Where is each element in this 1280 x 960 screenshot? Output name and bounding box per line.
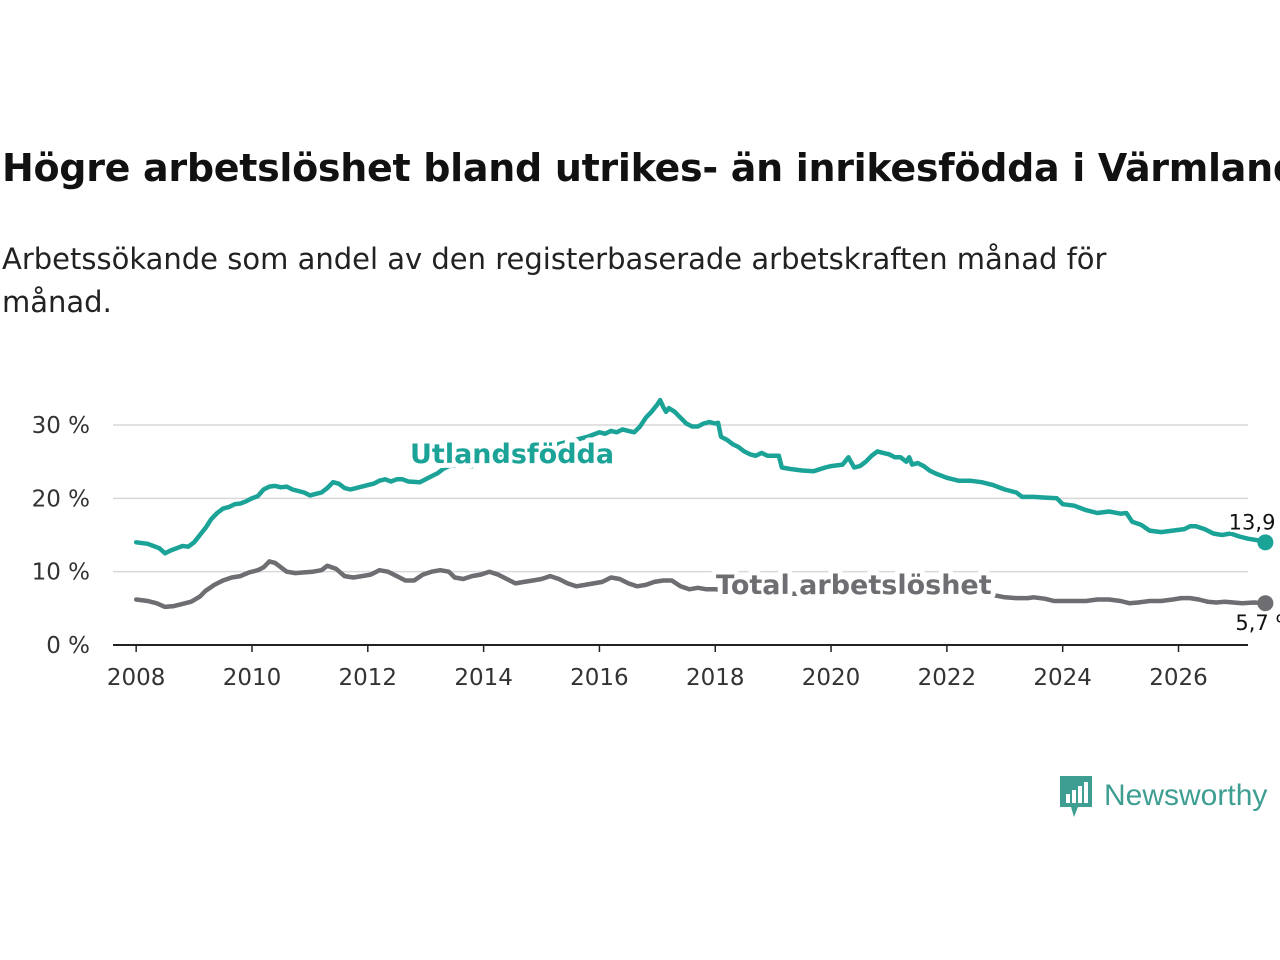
y-tick-label: 0 % (46, 633, 90, 659)
x-tick-label: 2026 (1149, 665, 1208, 691)
chart-subtitle: Arbetssökande som andel av den registerb… (2, 242, 1107, 319)
x-axis: 2008 2010 2012 2014 2016 2018 2020 2022 2024 2026 (107, 644, 1248, 691)
total-arbetsloshet-line (133, 559, 1268, 610)
utlandsfodda-end-point (1257, 534, 1274, 551)
brand-name: Newsworthy (1104, 779, 1268, 812)
series-lines (133, 397, 1274, 612)
newsworthy-logo: Newsworthy (1058, 772, 1267, 820)
x-tick-label: 2016 (570, 665, 629, 691)
series-labels: Utlandsfödda Total arbetslöshet 13,9 % 5,7 … (405, 434, 1280, 638)
utlandsfodda-line (133, 397, 1268, 556)
total-arbetsloshet-end-label: 5,7 % (1235, 611, 1280, 635)
utlandsfodda-end-label: 13,9 % (1229, 510, 1280, 534)
chart-title: Högre arbetslöshet bland utrikes- än inr… (2, 146, 1280, 190)
x-tick-label: 2012 (339, 665, 398, 691)
y-axis-labels: 0 % 10 % 20 % 30 % (32, 413, 90, 659)
x-tick-label: 2018 (686, 665, 745, 691)
x-tick-label: 2010 (223, 665, 282, 691)
line-chart: 0 % 10 % 20 % 30 % 2008 2010 2012 2014 2016 2018… (32, 397, 1280, 691)
x-tick-label: 2008 (107, 665, 166, 691)
total-arbetsloshet-label: Total arbetslöshet (716, 570, 992, 601)
x-tick-label: 2020 (802, 665, 861, 691)
x-tick-label: 2024 (1033, 665, 1092, 691)
total-arbetsloshet-end-point (1257, 595, 1274, 612)
x-tick-label: 2014 (454, 665, 513, 691)
newsworthy-icon (1060, 776, 1092, 817)
x-tick-label: 2022 (918, 665, 977, 691)
y-tick-label: 20 % (32, 486, 90, 512)
y-tick-label: 30 % (32, 413, 90, 439)
gridlines (113, 424, 1248, 573)
utlandsfodda-label: Utlandsfödda (410, 439, 614, 470)
y-tick-label: 10 % (32, 560, 90, 586)
